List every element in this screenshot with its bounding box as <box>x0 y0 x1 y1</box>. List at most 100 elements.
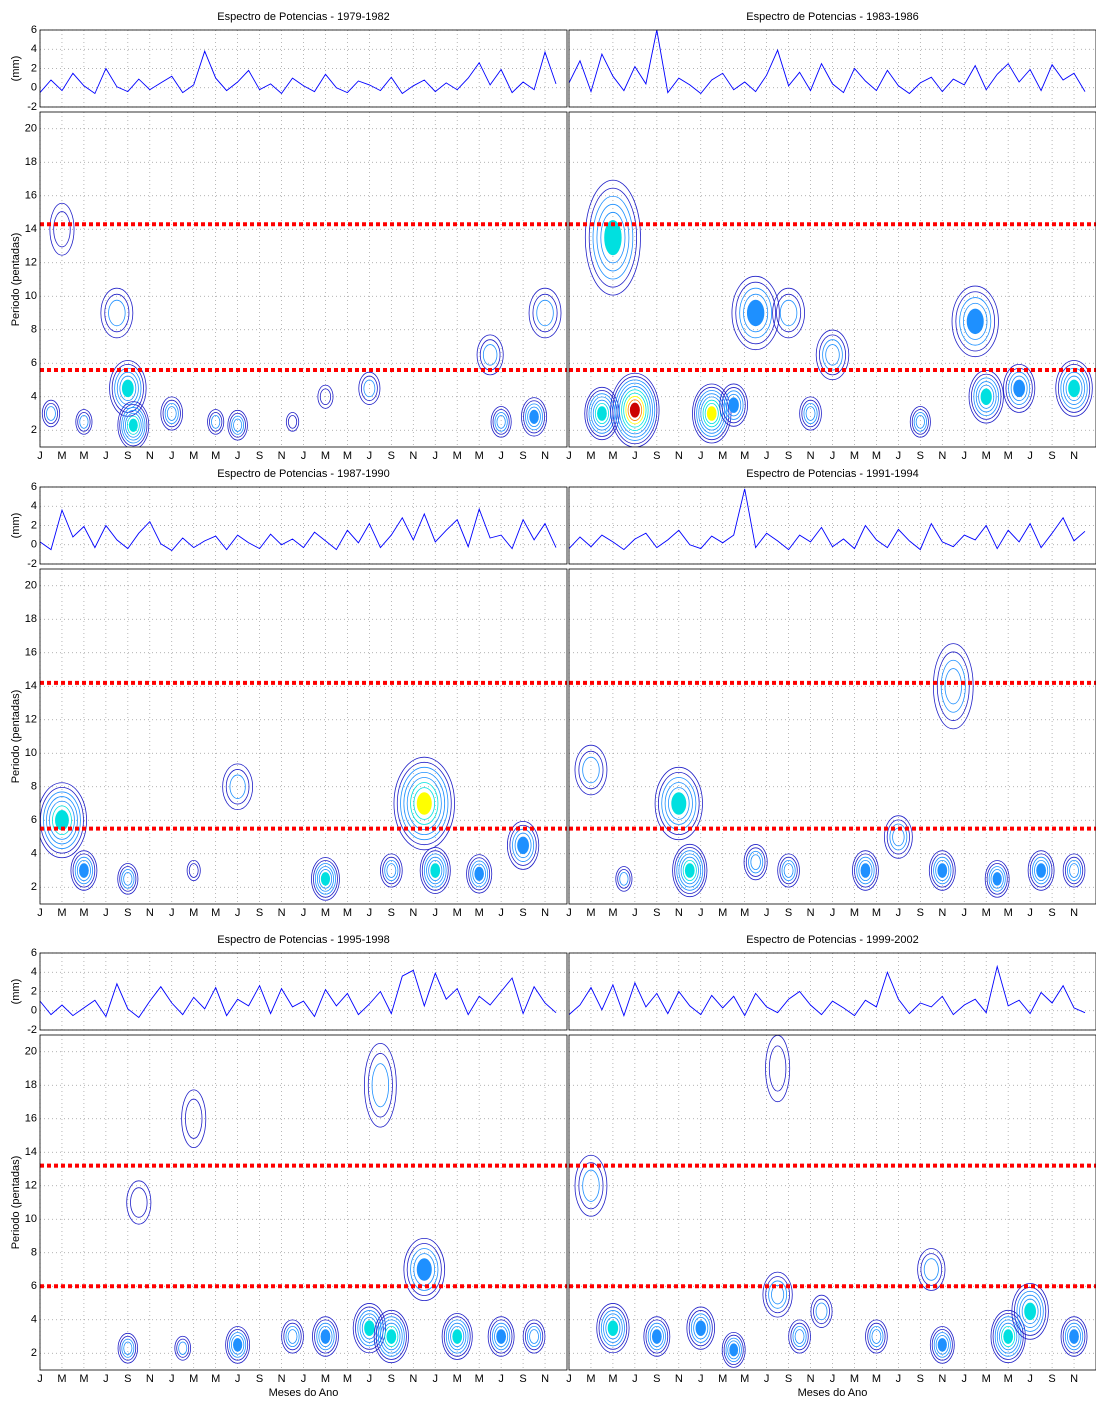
contour-ring <box>49 800 75 840</box>
contour-blob <box>610 372 660 447</box>
contour-blob <box>227 409 248 441</box>
contour-ring <box>1001 1326 1016 1348</box>
contour-ring <box>936 651 970 721</box>
x-tick-label: S <box>124 1373 131 1385</box>
x-tick-label: N <box>675 907 683 919</box>
x-tick-label: J <box>433 907 439 919</box>
contour-ring <box>416 792 432 815</box>
y-tick-label: 16 <box>25 1113 37 1125</box>
contour-ring <box>598 1306 628 1350</box>
contour-blob <box>584 179 641 296</box>
panel-title: Espectro de Potencias - 1987-1990 <box>217 468 389 480</box>
x-tick-label: M <box>453 450 462 462</box>
contour-ring <box>472 863 486 885</box>
contour-ring <box>992 872 1002 886</box>
axes-frame <box>39 29 568 108</box>
x-tick-label: S <box>519 450 526 462</box>
contour-ring <box>536 299 554 327</box>
contour-ring <box>1024 1302 1037 1321</box>
x-tick-label: S <box>785 1373 792 1385</box>
x-tick-label: S <box>1048 1373 1055 1385</box>
y-tick-label: 8 <box>31 781 37 793</box>
contour-ring <box>384 860 399 882</box>
contour-ring <box>52 805 72 836</box>
y-tick-label: 6 <box>31 1280 37 1292</box>
contour-ring <box>1010 375 1028 402</box>
x-tick-label: J <box>698 450 704 462</box>
contour-ring <box>603 1313 623 1343</box>
x-tick-label: M <box>608 450 617 462</box>
x-tick-label: J <box>830 907 836 919</box>
contour-ring <box>77 412 91 432</box>
x-tick-label: M <box>608 907 617 919</box>
contour-ring <box>1032 856 1051 885</box>
contour-ring <box>858 860 873 882</box>
x-tick-label: S <box>388 450 395 462</box>
contour-blob <box>393 756 455 851</box>
x-tick-label: M <box>79 450 88 462</box>
contour-ring <box>367 1053 393 1118</box>
x-tick-label: M <box>475 450 484 462</box>
y-tick-label: 6 <box>31 481 37 493</box>
rainfall-line <box>39 49 557 95</box>
contour-ring <box>496 415 506 429</box>
contour-ring <box>955 291 996 352</box>
x-tick-label: M <box>211 907 220 919</box>
x-tick-label: N <box>541 1373 549 1385</box>
contour-ring <box>178 1341 188 1355</box>
contour-ring <box>578 1162 604 1210</box>
x-tick-label: M <box>475 907 484 919</box>
contour-ring <box>489 1319 513 1354</box>
x-tick-label: M <box>608 1373 617 1385</box>
y-tick-label: 12 <box>25 257 37 269</box>
contour-ring <box>966 308 984 335</box>
contour-ring <box>915 415 925 429</box>
y-axis-label: Periodo (pentadas) <box>10 1156 22 1250</box>
contour-ring <box>43 791 81 849</box>
x-tick-label: J <box>367 907 373 919</box>
x-tick-label: M <box>57 450 66 462</box>
y-tick-label: 4 <box>31 500 37 512</box>
contour-blob <box>403 1238 446 1302</box>
contour-ring <box>211 415 221 429</box>
contour-ring <box>494 1326 509 1348</box>
x-tick-label: N <box>938 1373 946 1385</box>
contour-ring <box>123 872 133 886</box>
contour-ring <box>792 1326 807 1348</box>
x-tick-label: J <box>698 907 704 919</box>
x-tick-label: N <box>278 450 286 462</box>
x-tick-label: M <box>453 1373 462 1385</box>
y-tick-label: 8 <box>31 324 37 336</box>
contour-ring <box>604 220 622 256</box>
x-tick-label: M <box>850 1373 859 1385</box>
contour-ring <box>229 412 246 438</box>
x-tick-label: M <box>189 1373 198 1385</box>
x-tick-label: M <box>1004 907 1013 919</box>
x-tick-label: M <box>57 1373 66 1385</box>
x-tick-label: M <box>850 450 859 462</box>
contour-ring <box>745 847 766 877</box>
x-tick-label: M <box>718 907 727 919</box>
y-tick-label: 6 <box>31 947 37 959</box>
x-tick-label: S <box>917 907 924 919</box>
y-tick-label: 6 <box>31 357 37 369</box>
contour-ring <box>1062 1319 1086 1354</box>
contour-ring <box>410 782 439 825</box>
rainfall-line <box>39 969 557 1019</box>
contour-blob <box>654 766 703 841</box>
contour-ring <box>678 853 702 888</box>
axes-frame <box>568 568 1096 905</box>
x-tick-label: S <box>917 1373 924 1385</box>
contour-ring <box>727 1340 740 1360</box>
contour-ring <box>386 863 397 878</box>
contour-ring <box>532 293 558 333</box>
contour-ring <box>474 866 484 881</box>
contour-ring <box>698 393 726 434</box>
x-tick-label: N <box>675 450 683 462</box>
x-tick-label: N <box>278 907 286 919</box>
x-tick-label: N <box>1070 1373 1078 1385</box>
contour-ring <box>803 402 818 424</box>
y-tick-label: 20 <box>25 580 37 592</box>
x-tick-label: J <box>103 1373 109 1385</box>
x-tick-label: J <box>764 450 770 462</box>
